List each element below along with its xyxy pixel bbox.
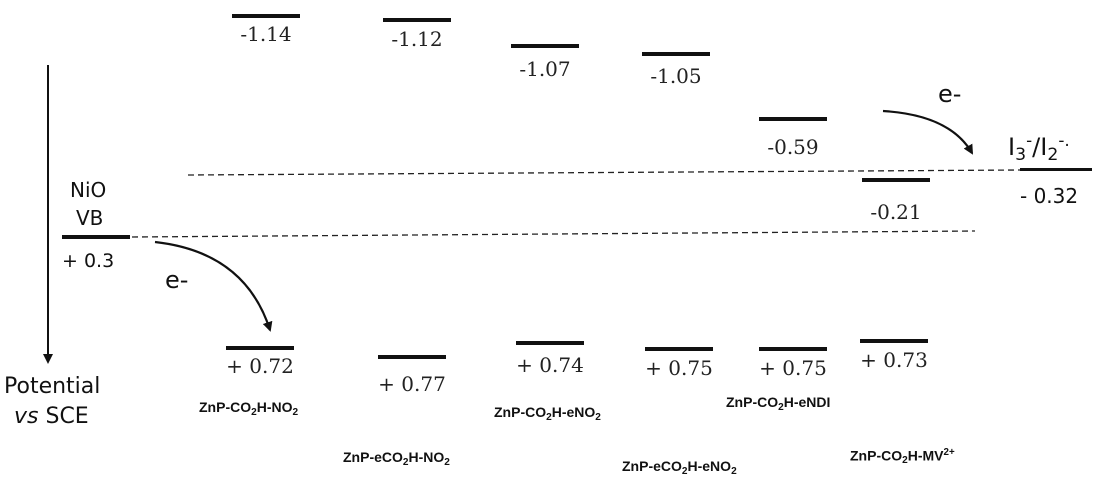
redox-level — [1020, 168, 1092, 171]
compound-5-a: ZnP-CO — [726, 394, 779, 410]
lower-level-5 — [759, 347, 827, 351]
redox-sub2: 2 — [1047, 145, 1059, 166]
compound-6-b: H-MV — [907, 447, 944, 464]
upper-value-6: -0.21 — [870, 200, 922, 224]
compound-2-a: ZnP-eCO — [343, 449, 403, 465]
nio-vb-level — [62, 235, 130, 239]
compound-1-s2: 2 — [292, 406, 299, 418]
potential-label: Potential — [4, 374, 101, 399]
sce-label: SCE — [38, 404, 89, 429]
compound-label-1: ZnP-CO2H-NO2 — [199, 399, 298, 418]
upper-value-1: -1.14 — [240, 22, 292, 46]
compound-label-6: ZnP-CO2H-MV2+ — [850, 447, 955, 466]
vs-label: vs — [14, 404, 39, 429]
upper-value-5: -0.59 — [767, 135, 819, 159]
compound-6-a: ZnP-CO — [850, 447, 903, 464]
compound-label-5: ZnP-CO2H-eNDI — [726, 394, 830, 413]
compound-label-4: ZnP-eCO2H-eNO2 — [622, 458, 737, 477]
dashed-line-nio — [131, 230, 976, 238]
lower-level-6 — [860, 339, 928, 343]
vs-sce-label: vs SCE — [14, 404, 89, 429]
nio-vb-value: + 0.3 — [62, 250, 115, 272]
compound-1-a: ZnP-CO — [199, 399, 252, 415]
upper-level-6 — [862, 178, 930, 182]
compound-1-b: H-NO — [256, 399, 293, 415]
redox-slash: / — [1032, 133, 1041, 162]
redox-sup2: -. — [1058, 130, 1070, 150]
lower-level-2 — [378, 355, 446, 359]
upper-level-5 — [759, 117, 827, 121]
nio-label: NiO — [70, 178, 107, 202]
compound-1-s: 2 — [251, 406, 257, 418]
lower-level-1 — [226, 346, 294, 350]
lower-level-3 — [516, 341, 584, 345]
lower-value-5: + 0.75 — [759, 356, 827, 380]
compound-4-s2: 2 — [731, 465, 737, 477]
compound-label-3: ZnP-CO2H-eNO2 — [494, 404, 601, 423]
lower-value-2: + 0.77 — [378, 372, 446, 396]
compound-2-s: 2 — [402, 456, 409, 468]
lower-value-4: + 0.75 — [645, 356, 713, 380]
upper-level-3 — [511, 44, 579, 48]
compound-5-b: H-eNDI — [783, 394, 831, 410]
redox-base1: I — [1008, 133, 1016, 162]
compound-3-s: 2 — [546, 411, 552, 423]
lower-value-1: + 0.72 — [226, 354, 294, 378]
compound-4-b: H-eNO — [687, 458, 732, 474]
redox-value: - 0.32 — [1020, 184, 1079, 208]
upper-level-2 — [383, 18, 451, 22]
vb-label: VB — [76, 206, 104, 230]
compound-label-2: ZnP-eCO2H-NO2 — [343, 449, 450, 468]
upper-value-3: -1.07 — [519, 57, 571, 81]
redox-couple-label: I3-/I2-. — [1008, 130, 1070, 165]
lower-value-6: + 0.73 — [860, 348, 928, 372]
electron-arrow-redox — [882, 109, 974, 155]
compound-2-b: H-NO — [408, 449, 445, 465]
redox-base2: I — [1040, 133, 1048, 162]
compound-6-c: 2+ — [943, 447, 955, 458]
electron-label-2: e- — [938, 80, 962, 108]
dashed-line-redox — [187, 169, 1023, 176]
compound-3-b: H-eNO — [551, 404, 596, 420]
compound-2-s2: 2 — [444, 456, 450, 468]
compound-4-a: ZnP-eCO — [622, 458, 682, 474]
electron-arrow-nio — [154, 240, 273, 332]
lower-level-4 — [645, 347, 713, 351]
upper-level-1 — [232, 14, 300, 18]
lower-value-3: + 0.74 — [516, 353, 584, 377]
electron-label-1: e- — [165, 266, 189, 294]
redox-sup1: - — [1026, 130, 1033, 150]
upper-value-4: -1.05 — [650, 64, 702, 88]
compound-3-a: ZnP-CO — [494, 404, 547, 420]
compound-6-s: 2 — [902, 455, 908, 467]
compound-4-s: 2 — [681, 465, 688, 477]
upper-level-4 — [642, 52, 710, 56]
compound-3-s2: 2 — [595, 411, 601, 423]
redox-sub1: 3 — [1015, 145, 1027, 166]
upper-value-2: -1.12 — [391, 27, 443, 51]
compound-5-s: 2 — [778, 401, 784, 413]
